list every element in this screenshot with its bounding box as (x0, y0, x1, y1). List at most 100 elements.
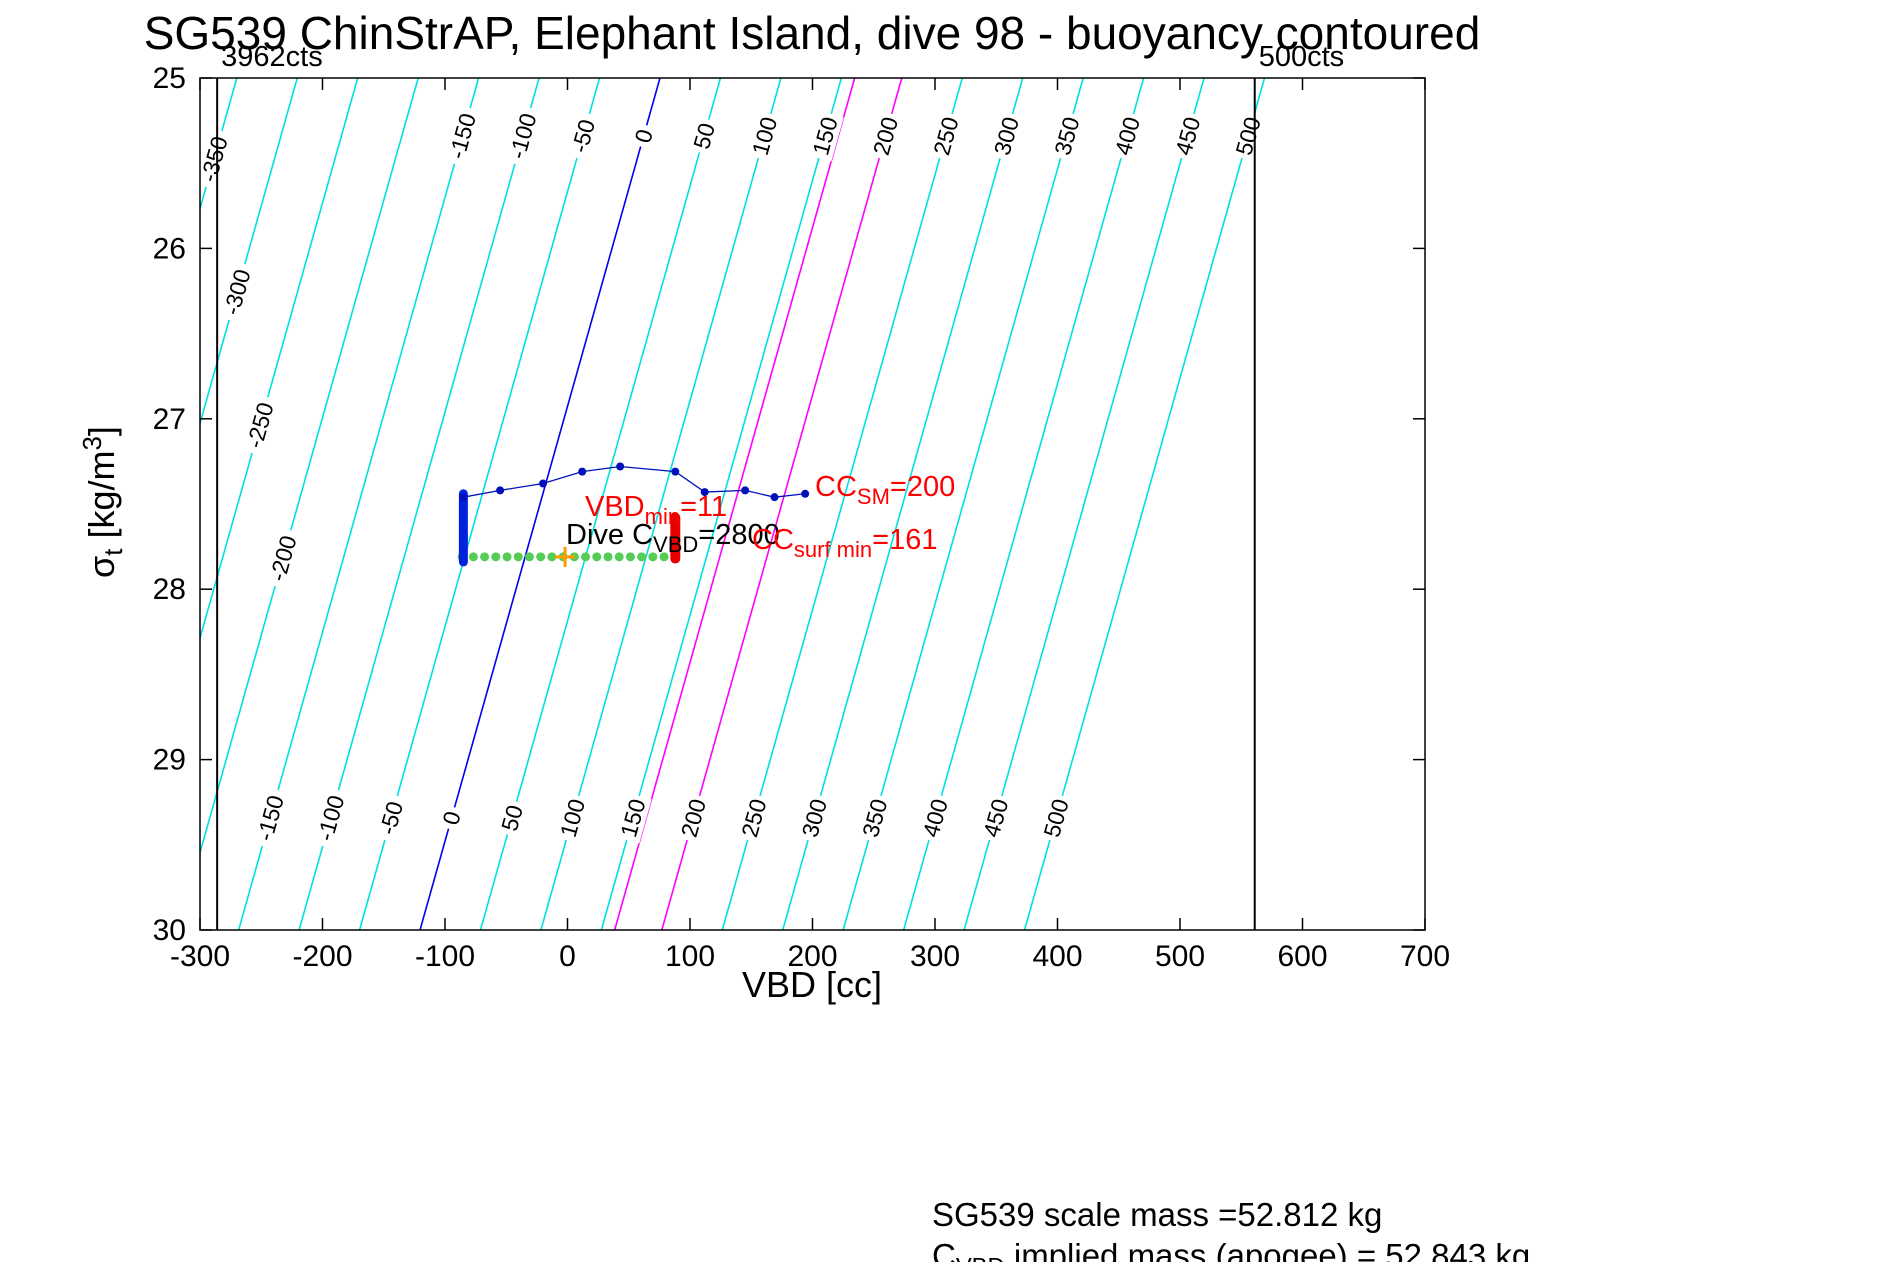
dive-track-point (459, 493, 468, 502)
contour-label: -300 (216, 260, 258, 324)
dive-track-point (671, 467, 680, 476)
dive-track-point (616, 462, 625, 471)
contour-label-text: 400 (917, 796, 952, 840)
contour-label-text: -250 (241, 399, 279, 450)
surface-point (637, 552, 647, 562)
footer2-post: implied mass (apogee) = 52.843 kg (1004, 1237, 1531, 1262)
footer2-pre: C (932, 1237, 956, 1262)
contour-label-text: 150 (807, 114, 842, 158)
contour-label-text: 100 (747, 114, 782, 158)
x-tick-label: 400 (1032, 940, 1082, 973)
annotation-dive-c-vbd: Dive CVBD=2800 (566, 519, 780, 557)
x-tick-label: -300 (170, 940, 230, 973)
contour-label-bg (1108, 110, 1147, 162)
contour-label-bg (735, 792, 773, 844)
annotation-part: VBD (653, 532, 698, 557)
contour-line (1023, 78, 1266, 930)
x-tick-label: 200 (787, 940, 837, 973)
contour-label-text: -100 (504, 110, 542, 161)
contour-label-text: 250 (736, 796, 771, 840)
contour-label-bg (686, 116, 722, 156)
contour-label-bg (502, 104, 544, 168)
contour-label: 100 (553, 792, 592, 844)
contour-label-text: 300 (989, 114, 1024, 158)
contour-label-bg (239, 393, 281, 457)
surface-point (659, 552, 669, 562)
contour-label-bg (674, 792, 713, 844)
count-line-label: 3962cts (221, 41, 323, 73)
annotation-part: CC (752, 524, 794, 556)
surface-point (502, 552, 512, 562)
ylabel-end: ] (80, 426, 122, 437)
contour-label: -50 (372, 792, 410, 844)
contour-label: -150 (441, 104, 483, 168)
contour-line (200, 78, 419, 856)
contour-label-bg (310, 786, 352, 850)
contour-label-bg (866, 110, 905, 162)
contour-line (661, 78, 903, 930)
contour-label: -100 (310, 786, 352, 850)
contour-line (781, 78, 1024, 930)
annotation-part: =161 (872, 524, 937, 556)
x-axis-label: VBD [cc] (741, 964, 883, 1005)
annotation-part: =200 (890, 471, 955, 503)
contour-label-text: 200 (868, 114, 903, 158)
surface-point (524, 552, 534, 562)
contour-label-bg (441, 104, 483, 168)
contour-label-text: 450 (978, 796, 1013, 840)
annotation-part: =11 (680, 491, 727, 523)
contour-label-text: 350 (857, 796, 892, 840)
x-tick-label: 100 (665, 940, 715, 973)
contour-line (721, 78, 964, 930)
page-title: SG539 ChinStrAP, Elephant Island, dive 9… (143, 7, 1481, 59)
ylabel-sigma: σ (80, 555, 122, 578)
contour-label-text: 200 (676, 796, 711, 840)
count-line-label: 500cts (1259, 41, 1344, 73)
contour-line (358, 78, 601, 930)
contour-line (902, 78, 1145, 930)
contour-label-bg (1229, 110, 1267, 162)
contour-label-bg (436, 803, 468, 833)
contour-label-bg (927, 110, 965, 162)
contour-label-bg (745, 110, 784, 162)
plot-area: -350 -300 -250 -200 -150 -150 -100 -100 -50 -50 0 0… (195, 78, 1267, 930)
contour-label-text: 250 (928, 114, 963, 158)
contour-line (200, 78, 299, 427)
contour-label: 450 (1168, 110, 1207, 162)
contour-label-text: -150 (251, 792, 289, 843)
contour-label-bg (987, 110, 1026, 162)
contour-label-bg (200, 127, 235, 191)
contour-line (419, 78, 661, 930)
annotation-part: SM (857, 484, 890, 509)
dive-track-point (539, 479, 547, 488)
contour-label-bg (795, 792, 834, 844)
contour-label-bg (916, 792, 954, 844)
contour-label-text: -350 (195, 133, 233, 184)
contour-label: -200 (262, 526, 304, 590)
y-tick-label: 26 (153, 232, 186, 265)
contour-label-bg (494, 798, 530, 838)
annotation-part: Dive C (566, 519, 653, 551)
contour-line (540, 78, 782, 930)
contour-line (600, 78, 843, 930)
contour-label-bg (628, 121, 660, 151)
contour-label: 250 (927, 110, 965, 162)
annotation-vbd-min: VBDmin=11 (585, 491, 727, 529)
y-axis-label: σt [kg/m3] (79, 426, 129, 578)
surface-point (625, 552, 635, 562)
surface-point (648, 552, 658, 562)
contour-label: -50 (564, 110, 602, 162)
y-tick-label: 30 (153, 914, 186, 947)
contour-line (237, 78, 480, 930)
dive-track-line (463, 465, 806, 498)
contour-label-text: 100 (555, 796, 590, 840)
dive-track-point (700, 488, 709, 497)
annotation-cc-sm: CCSM=200 (815, 471, 955, 509)
surface-point (491, 552, 501, 562)
contour-label-bg (216, 260, 258, 324)
contour-label-bg (1048, 110, 1086, 162)
contour-label: 300 (795, 792, 834, 844)
contour-label: 400 (916, 792, 954, 844)
contour-label: 100 (745, 110, 784, 162)
x-tick-label: 300 (910, 940, 960, 973)
